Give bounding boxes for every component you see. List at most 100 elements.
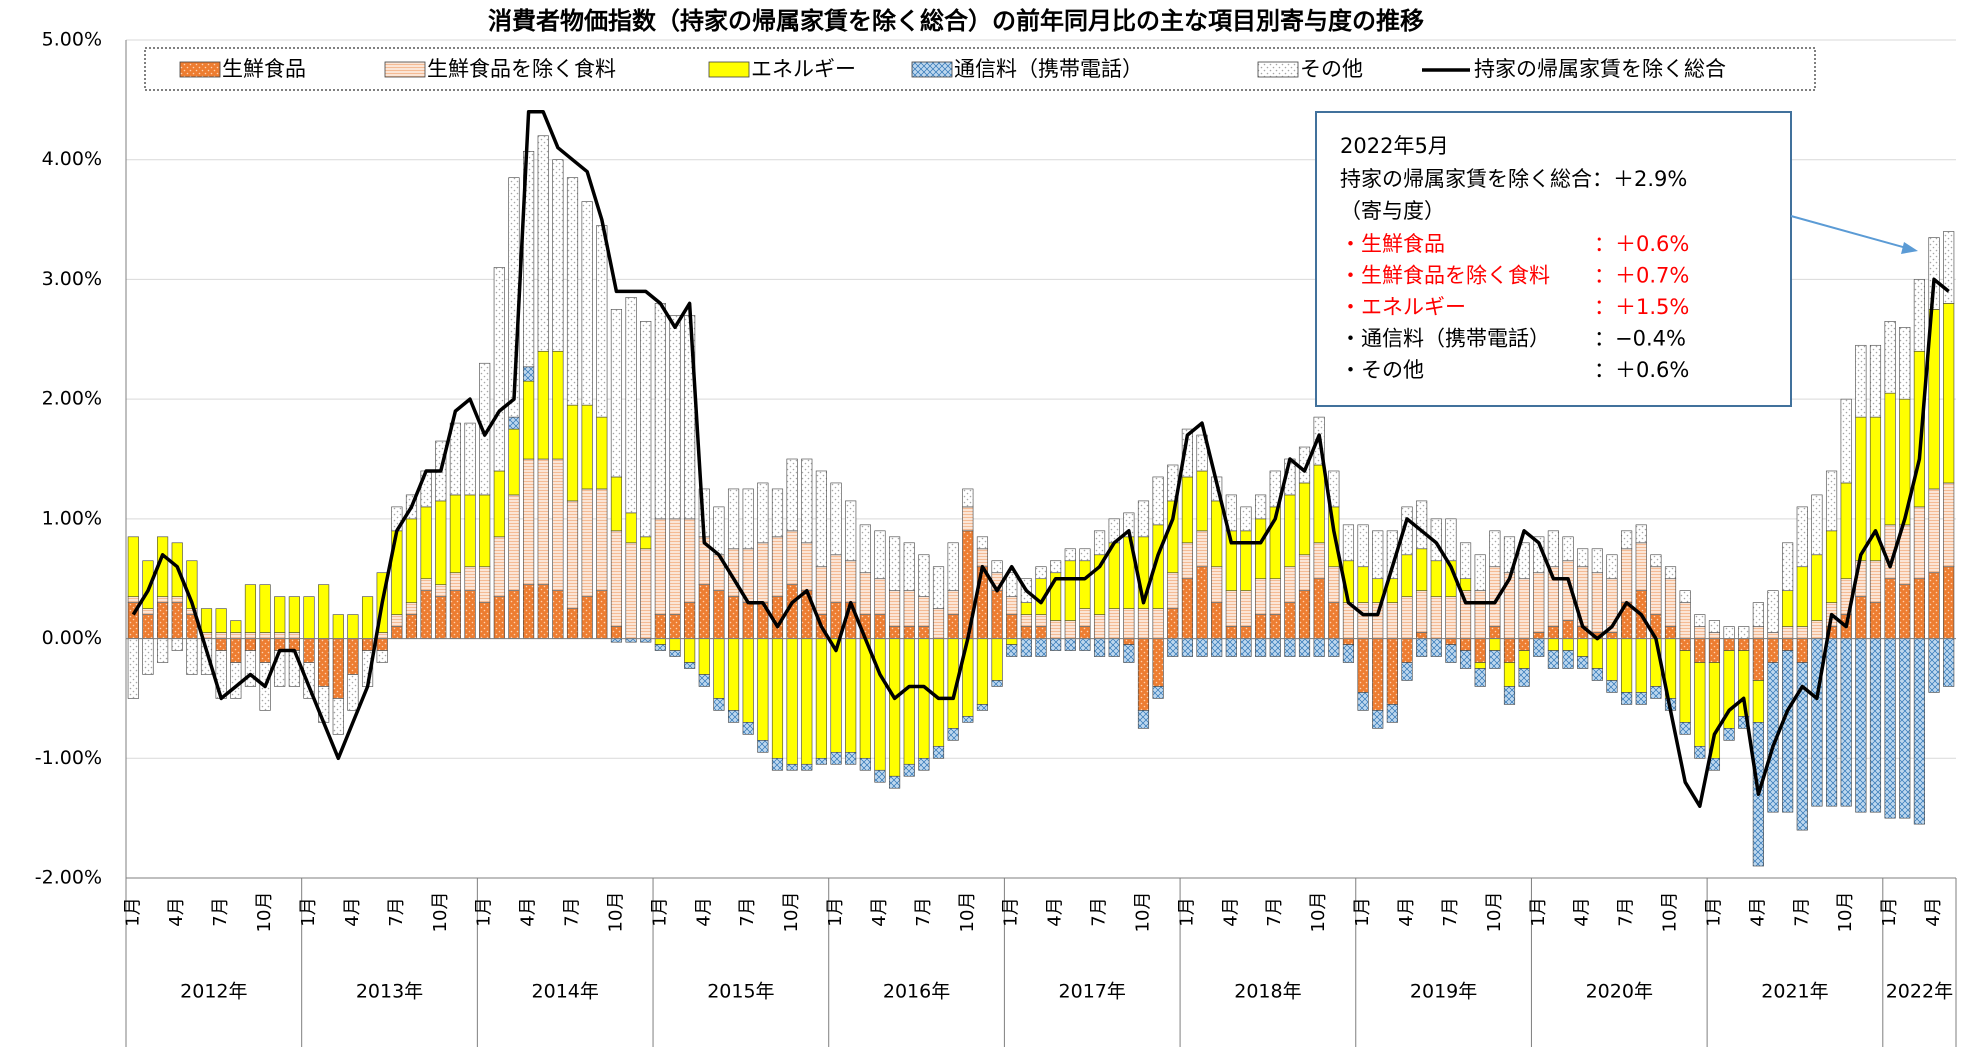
bar-segment xyxy=(1313,464,1325,544)
bar-segment xyxy=(1547,638,1559,651)
bar-segment xyxy=(566,608,579,639)
bar-segment xyxy=(654,638,666,645)
bar-segment xyxy=(1050,560,1062,574)
bar-segment xyxy=(1064,548,1076,562)
bar-segment xyxy=(1738,638,1750,651)
bar-segment xyxy=(918,596,930,627)
bar-segment xyxy=(1020,602,1032,615)
bar-segment xyxy=(1064,560,1076,621)
bar-segment xyxy=(1723,638,1735,651)
bar-segment xyxy=(976,536,989,550)
bar-segment xyxy=(1284,494,1296,568)
bar-segment xyxy=(1079,548,1091,562)
bar-segment xyxy=(610,626,623,639)
bar-segment xyxy=(1211,500,1223,568)
bar-segment xyxy=(1093,614,1106,639)
bar-segment xyxy=(376,638,388,651)
x-tick-label: 4月 xyxy=(693,897,714,926)
bar-segment xyxy=(874,769,886,783)
bar-segment xyxy=(1006,638,1018,645)
bar-segment xyxy=(1137,710,1150,729)
bar-segment xyxy=(727,488,740,550)
x-tick-label: 4月 xyxy=(1572,897,1593,926)
bar-segment xyxy=(830,554,842,603)
bar-segment xyxy=(1782,650,1794,813)
bar-segment xyxy=(303,596,315,639)
bar-segment xyxy=(976,704,989,711)
bar-segment xyxy=(493,267,505,472)
bar-segment xyxy=(479,602,491,639)
bar-segment xyxy=(903,542,915,591)
bar-segment xyxy=(1181,476,1193,544)
bar-segment xyxy=(1518,638,1530,651)
bar-segment xyxy=(1240,506,1252,532)
legend-label: 通信料（携帯電話） xyxy=(954,57,1143,81)
bar-segment xyxy=(508,494,520,591)
bar-segment xyxy=(1020,626,1032,639)
bar-segment xyxy=(654,518,666,615)
x-tick-label: 7月 xyxy=(737,897,758,926)
x-tick-label: 7月 xyxy=(562,897,583,926)
bar-segment xyxy=(1445,596,1457,639)
x-tick-label: 4月 xyxy=(869,897,890,926)
bar-segment xyxy=(654,614,666,639)
bar-segment xyxy=(435,596,447,639)
bar-segment xyxy=(157,602,169,639)
bar-segment xyxy=(889,590,901,627)
x-tick-label: 4月 xyxy=(1220,897,1241,926)
bar-segment xyxy=(552,458,564,591)
bar-segment xyxy=(1196,434,1208,472)
bar-segment xyxy=(1474,590,1486,639)
bar-segment xyxy=(1474,668,1486,687)
legend-swatch xyxy=(911,61,953,78)
bar-segment xyxy=(1064,638,1076,651)
bar-segment xyxy=(142,608,154,615)
bar-segment xyxy=(1884,392,1896,526)
bar-segment xyxy=(479,566,491,603)
bar-segment xyxy=(1679,650,1691,723)
bar-segment xyxy=(274,632,286,639)
bar-segment xyxy=(1006,644,1018,657)
annotation-box xyxy=(1315,111,1792,407)
bar-segment xyxy=(244,650,257,687)
bar-segment xyxy=(1679,590,1691,603)
bar-segment xyxy=(1459,578,1472,591)
bar-segment xyxy=(1811,554,1823,621)
bar-segment xyxy=(1240,590,1252,627)
x-tick-label: 7月 xyxy=(210,897,231,926)
bar-segment xyxy=(1694,626,1706,639)
bar-segment xyxy=(991,560,1003,574)
bar-segment xyxy=(786,458,798,532)
bar-segment xyxy=(1621,638,1633,693)
bar-segment xyxy=(157,596,169,603)
bar-segment xyxy=(1181,638,1193,657)
bar-segment xyxy=(405,602,418,615)
bar-segment xyxy=(918,554,930,597)
bar-segment xyxy=(230,662,242,699)
bar-segment xyxy=(1767,590,1779,633)
bar-segment xyxy=(1225,626,1237,639)
bar-segment xyxy=(1079,560,1091,609)
bar-segment xyxy=(435,500,447,585)
bar-segment xyxy=(127,638,139,699)
bar-segment xyxy=(801,638,813,765)
bar-segment xyxy=(1313,542,1325,580)
bar-segment xyxy=(1547,626,1559,639)
bar-segment xyxy=(1606,632,1618,639)
bar-segment xyxy=(1459,542,1472,580)
bar-segment xyxy=(1328,566,1340,603)
x-tick-label: 4月 xyxy=(518,897,539,926)
bar-segment xyxy=(610,309,623,478)
x-tick-label: 10月 xyxy=(957,892,978,933)
bar-segment xyxy=(962,488,974,508)
annotation-item-value: ：＋1.5% xyxy=(1594,295,1689,319)
bar-segment xyxy=(1416,632,1428,639)
bar-segment xyxy=(420,506,432,580)
bar-segment xyxy=(1840,482,1852,580)
bar-segment xyxy=(830,638,842,753)
bar-segment xyxy=(1079,638,1091,651)
bar-segment xyxy=(171,596,183,603)
bar-segment xyxy=(230,632,242,639)
year-label: 2017年 xyxy=(1059,981,1126,1003)
x-tick-label: 1月 xyxy=(825,897,846,926)
